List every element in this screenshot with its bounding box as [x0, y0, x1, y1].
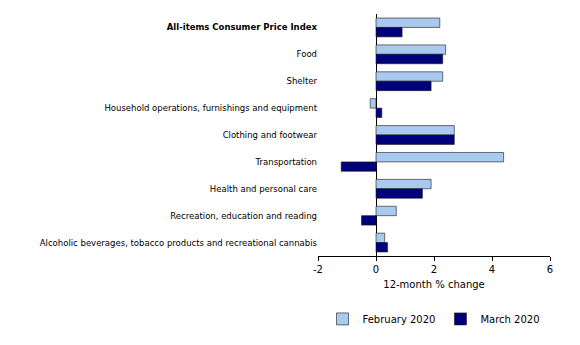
svg-text:March 2020: March 2020	[480, 314, 539, 325]
svg-text:Health and personal care: Health and personal care	[210, 184, 317, 194]
svg-text:2: 2	[431, 264, 437, 275]
svg-text:Food: Food	[297, 49, 317, 59]
svg-text:Clothing and footwear: Clothing and footwear	[223, 130, 318, 140]
svg-text:Transportation: Transportation	[255, 157, 317, 167]
svg-text:Shelter: Shelter	[287, 76, 318, 86]
svg-text:February 2020: February 2020	[363, 314, 436, 325]
svg-text:Recreation, education and read: Recreation, education and reading	[170, 211, 317, 221]
svg-text:All-items Consumer Price Index: All-items Consumer Price Index	[167, 22, 318, 32]
svg-text:12-month % change: 12-month % change	[383, 279, 484, 290]
svg-text:0: 0	[373, 264, 379, 275]
svg-text:4: 4	[489, 264, 495, 275]
svg-text:6: 6	[547, 264, 553, 275]
svg-text:-2: -2	[313, 264, 323, 275]
svg-text:Alcoholic beverages, tobacco p: Alcoholic beverages, tobacco products an…	[40, 238, 318, 248]
svg-text:Household operations, furnishi: Household operations, furnishings and eq…	[104, 103, 317, 113]
